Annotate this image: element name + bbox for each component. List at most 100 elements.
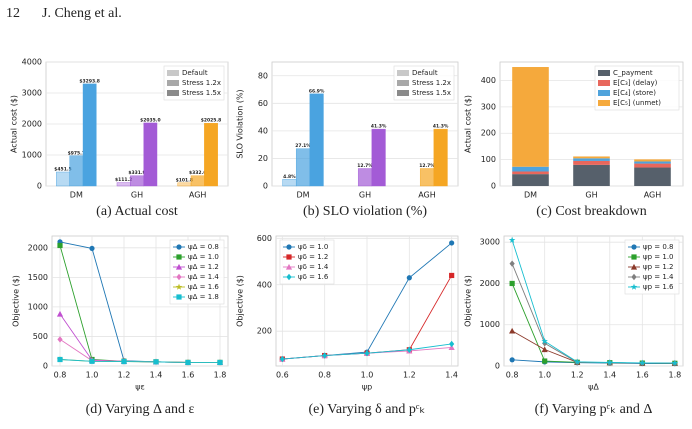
marker [509, 357, 515, 363]
value-label: $975.7 [68, 150, 85, 156]
y-axis-label: SLO Violation (%) [236, 89, 245, 158]
marker [449, 240, 455, 246]
marker [285, 263, 293, 270]
legend-label: ψδ = 1.0 [298, 243, 328, 251]
x-tick-label: 0.8 [54, 371, 67, 380]
marker [631, 273, 637, 281]
line [59, 359, 220, 363]
legend-label: ψΔ = 1.2 [188, 263, 219, 271]
legend-label: Stress 1.5x [182, 89, 221, 97]
bar-segment [512, 166, 549, 172]
x-tick-label: DM [524, 191, 537, 200]
bar [357, 168, 373, 187]
value-label: 27.1% [295, 143, 311, 149]
bar [116, 182, 131, 187]
line [511, 239, 675, 364]
x-tick-label: 1.8 [214, 371, 227, 380]
marker [89, 358, 95, 364]
value-label: $331.9 [128, 170, 145, 176]
y-tick-label: 400 [257, 280, 272, 289]
marker [153, 359, 159, 365]
marker [185, 359, 191, 366]
value-label: $2035.0 [140, 117, 161, 123]
marker [176, 273, 182, 281]
marker [509, 327, 516, 334]
y-tick-label: 3000 [22, 89, 42, 98]
marker [639, 359, 646, 366]
marker [606, 359, 614, 366]
marker [509, 260, 515, 267]
x-tick-label: 1.6 [182, 371, 195, 380]
marker [671, 359, 679, 366]
marker [406, 346, 412, 353]
value-label: $2025.8 [201, 118, 222, 124]
bar [56, 171, 70, 187]
x-tick-label: 1.8 [668, 371, 681, 380]
bar-segment [634, 163, 671, 168]
marker [631, 254, 637, 260]
x-tick-label: 1.0 [361, 371, 374, 380]
legend-swatch [598, 70, 610, 76]
value-label: $101.8 [176, 177, 193, 183]
y-tick-label: 600 [257, 234, 272, 243]
marker [541, 346, 548, 353]
y-tick-label: 2000 [28, 243, 48, 252]
y-tick-label: 1000 [28, 302, 48, 311]
x-tick-label: 0.8 [506, 371, 519, 380]
marker [286, 244, 292, 250]
bar [130, 175, 144, 187]
bar [204, 123, 218, 187]
bar [82, 83, 97, 187]
x-tick-label: DM [296, 191, 309, 200]
marker [217, 359, 223, 366]
legend-label: Default [412, 69, 438, 77]
x-tick-label: 1.4 [603, 371, 616, 380]
x-tick-label: 1.4 [445, 371, 458, 380]
y-tick-label: 2000 [22, 120, 42, 129]
bar-segment [634, 167, 671, 186]
caption: (b) SLO violation (%) [303, 204, 427, 219]
x-axis-label: ψε [135, 383, 145, 392]
x-tick-label: 1.2 [118, 371, 131, 380]
value-label: $451.5 [54, 167, 71, 173]
x-tick-label: GH [585, 191, 597, 200]
y-tick-label: 200 [257, 327, 272, 336]
bar [282, 179, 297, 187]
y-tick-label: 400 [481, 76, 496, 85]
legend-label: Stress 1.2x [412, 79, 451, 87]
bar [419, 168, 435, 187]
marker [121, 358, 127, 365]
legend-label: ψp = 0.8 [643, 243, 674, 251]
legend-swatch [598, 100, 610, 106]
value-label: 4.8% [283, 174, 296, 180]
legend-label: ψΔ = 1.6 [188, 283, 219, 291]
y-tick-label: 1500 [28, 273, 48, 282]
legend-label: ψδ = 1.6 [298, 273, 329, 281]
value-label: 12.7% [357, 163, 373, 169]
caption: (e) Varying δ and pᶜₖ [309, 402, 426, 417]
page-number: 12 [6, 6, 20, 21]
marker [57, 242, 63, 249]
value-label: 41.3% [371, 124, 387, 130]
caption: (d) Varying Δ and ε [86, 402, 195, 417]
bar-segment [573, 156, 610, 159]
legend-swatch [397, 90, 409, 96]
x-tick-label: 1.2 [571, 371, 584, 380]
legend-label: ψp = 1.2 [643, 263, 674, 271]
bar [69, 155, 84, 187]
value-label: 41.3% [433, 124, 449, 130]
legend-label: ψp = 1.0 [643, 253, 674, 261]
marker [176, 294, 182, 300]
y-tick-label: 0 [37, 182, 42, 191]
bar-segment [573, 164, 610, 186]
marker [286, 254, 292, 260]
legend-label: ψΔ = 0.8 [188, 243, 219, 251]
legend-swatch [397, 80, 409, 86]
authors: J. Cheng et al. [42, 6, 122, 21]
y-tick-label: 300 [481, 102, 496, 111]
marker [541, 337, 548, 344]
legend-swatch [167, 80, 179, 86]
legend-label: ψδ = 1.2 [298, 253, 328, 261]
value-label: $111.2 [115, 177, 132, 183]
x-tick-label: 1.6 [636, 371, 649, 380]
